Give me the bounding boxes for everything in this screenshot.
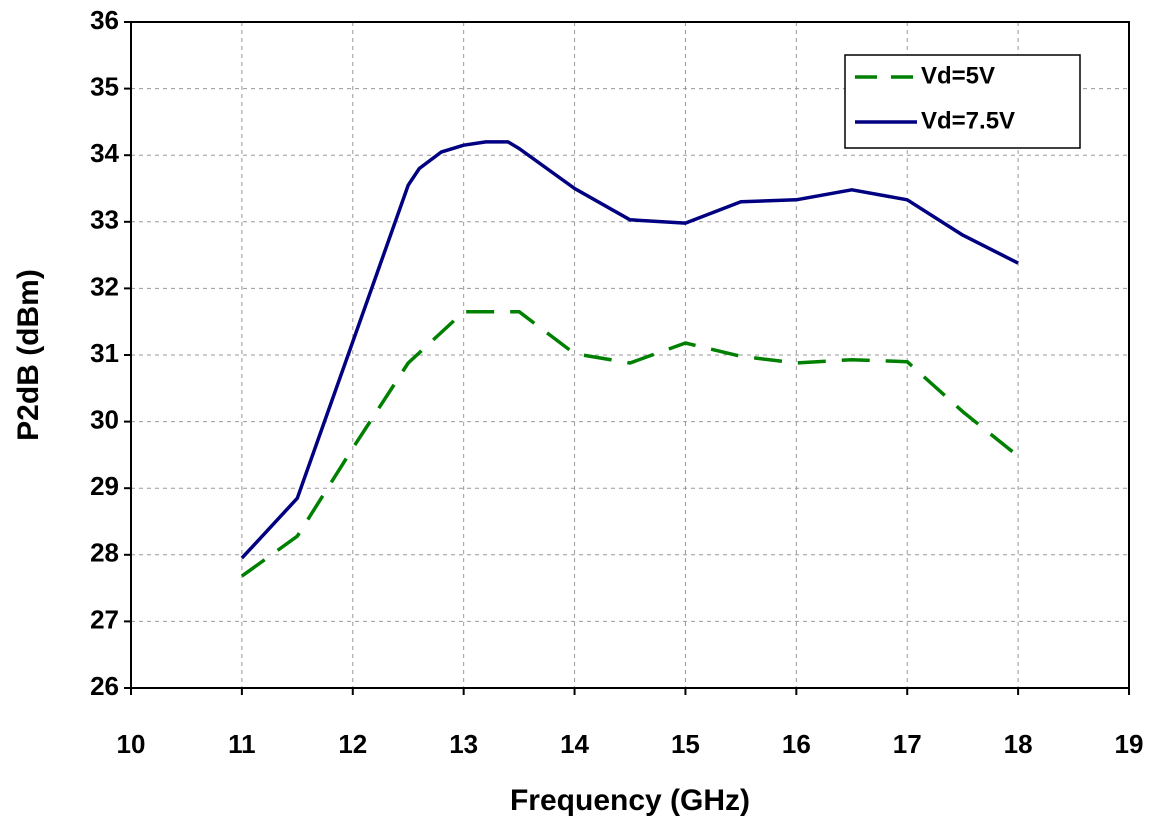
y-tick-label: 27 bbox=[90, 604, 119, 634]
y-axis-title: P2dB (dBm) bbox=[12, 269, 45, 441]
x-tick-label: 17 bbox=[893, 729, 922, 759]
x-tick-label: 11 bbox=[228, 729, 256, 759]
legend-box bbox=[844, 54, 1081, 149]
y-tick-label: 28 bbox=[90, 538, 119, 568]
x-tick-label: 18 bbox=[1004, 729, 1033, 759]
y-tick-label: 26 bbox=[90, 671, 119, 701]
x-tick-label: 14 bbox=[560, 729, 589, 759]
y-tick-label: 33 bbox=[90, 205, 119, 235]
y-tick-label: 29 bbox=[90, 471, 119, 501]
series-line bbox=[240, 140, 1019, 560]
y-tick-label: 36 bbox=[90, 5, 119, 35]
y-tick-label: 32 bbox=[90, 271, 119, 301]
y-tick-label: 30 bbox=[90, 404, 119, 434]
x-tick-label: 16 bbox=[782, 729, 811, 759]
x-tick-label: 19 bbox=[1115, 729, 1144, 759]
x-axis-title: Frequency (GHz) bbox=[510, 784, 750, 817]
legend-label: Vd=7.5V bbox=[921, 107, 1015, 134]
y-tick-label: 34 bbox=[90, 138, 119, 168]
x-tick-label: 10 bbox=[117, 729, 146, 759]
y-tick-label: 35 bbox=[90, 71, 119, 101]
x-tick-label: 12 bbox=[338, 729, 367, 759]
x-tick-label: 15 bbox=[671, 729, 700, 759]
series-line bbox=[240, 309, 1020, 578]
legend-label: Vd=5V bbox=[921, 62, 995, 89]
x-tick-label: 13 bbox=[449, 729, 478, 759]
plot-frame bbox=[130, 21, 1130, 689]
y-tick-label: 31 bbox=[90, 338, 119, 368]
